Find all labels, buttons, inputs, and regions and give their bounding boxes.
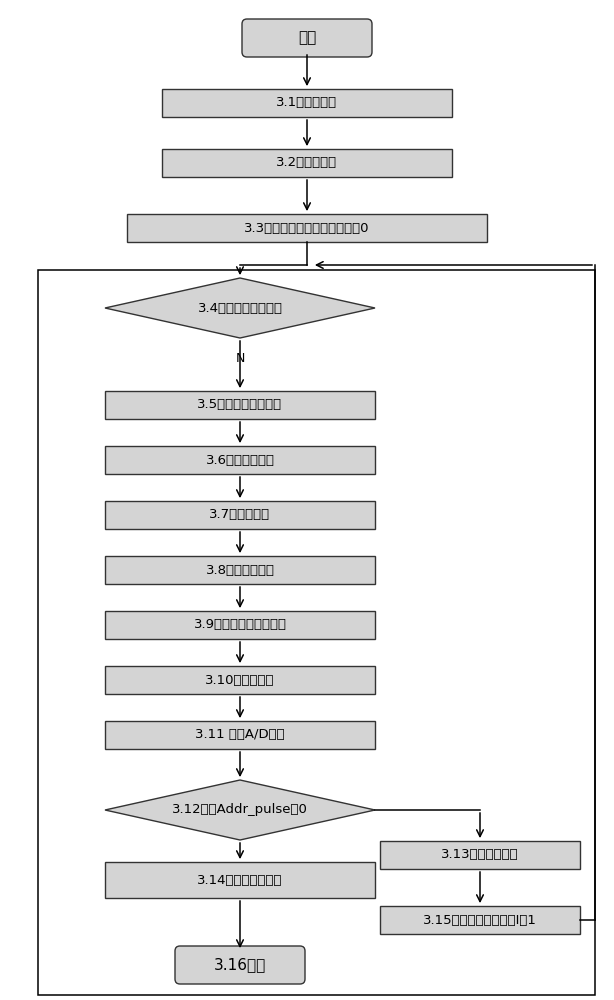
Text: 3.13回传上电成功: 3.13回传上电成功 xyxy=(441,848,519,861)
Text: 3.12是否Addr_pulse为0: 3.12是否Addr_pulse为0 xyxy=(172,804,308,816)
Bar xyxy=(105,666,375,694)
Bar xyxy=(380,906,580,934)
Bar xyxy=(162,89,452,117)
Bar xyxy=(105,862,375,898)
FancyBboxPatch shape xyxy=(242,19,372,57)
Text: 3.14回传上电不成功: 3.14回传上电不成功 xyxy=(197,874,283,886)
Bar xyxy=(380,841,580,869)
Text: 3.1接收数据帧: 3.1接收数据帧 xyxy=(276,97,338,109)
Polygon shape xyxy=(105,780,375,840)
Text: 3.4是否达到测试强度: 3.4是否达到测试强度 xyxy=(198,302,282,314)
Bar xyxy=(105,391,375,419)
Text: N: N xyxy=(235,352,245,364)
Bar xyxy=(105,501,375,529)
Text: 3.3记录测试次数变量初始化为0: 3.3记录测试次数变量初始化为0 xyxy=(244,222,370,234)
FancyBboxPatch shape xyxy=(175,946,305,984)
Bar xyxy=(105,556,375,584)
Text: 3.2解析数据帧: 3.2解析数据帧 xyxy=(276,156,338,169)
Text: 开始: 开始 xyxy=(298,30,316,45)
Text: 3.15记录测试次数变量I加1: 3.15记录测试次数变量I加1 xyxy=(423,914,537,926)
Bar xyxy=(127,214,487,242)
Text: 3.9启用定时器精确延时: 3.9启用定时器精确延时 xyxy=(193,618,287,632)
Text: 3.5确定两路供电电压: 3.5确定两路供电电压 xyxy=(198,398,282,412)
Text: 3.16结束: 3.16结束 xyxy=(214,958,266,972)
Bar xyxy=(105,721,375,749)
Bar xyxy=(162,149,452,177)
Polygon shape xyxy=(105,278,375,338)
Text: 3.11 启动A/D转换: 3.11 启动A/D转换 xyxy=(195,728,285,742)
Bar xyxy=(105,446,375,474)
Bar xyxy=(38,270,595,995)
Text: 3.8确定时间间隔: 3.8确定时间间隔 xyxy=(206,564,274,576)
Text: 3.6确定上电顺序: 3.6确定上电顺序 xyxy=(206,454,274,466)
Bar xyxy=(105,611,375,639)
Text: 3.10第二路供电: 3.10第二路供电 xyxy=(205,674,274,686)
Text: 3.7第一路供电: 3.7第一路供电 xyxy=(209,508,271,522)
